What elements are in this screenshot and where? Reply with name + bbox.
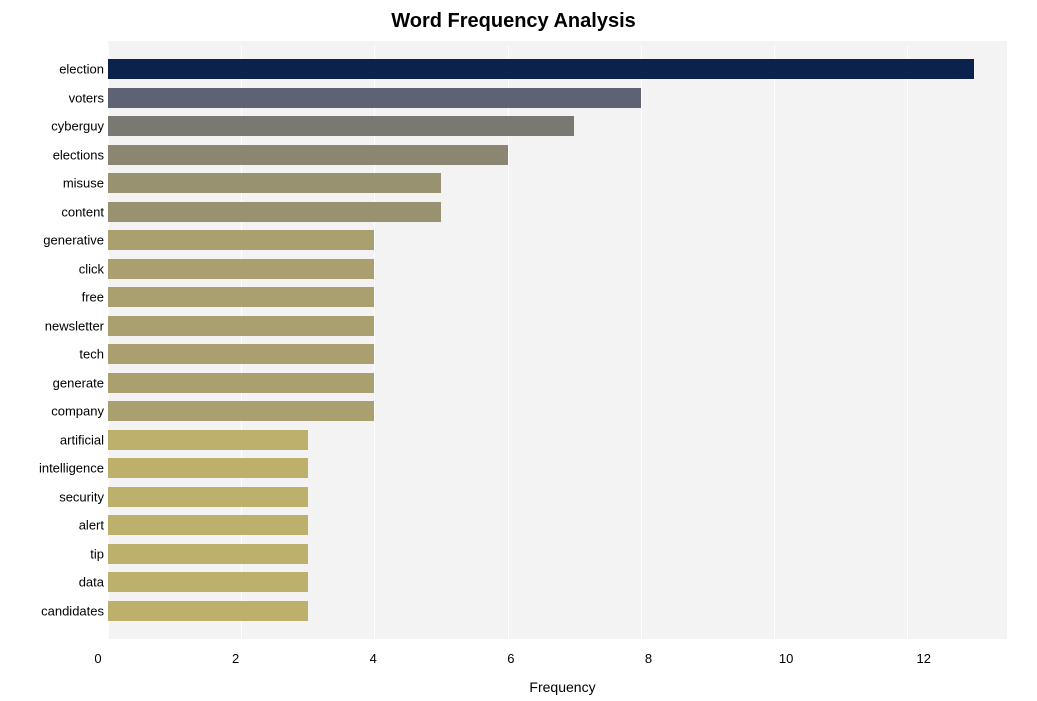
bar <box>108 88 641 108</box>
x-tick-label: 4 <box>370 651 377 666</box>
x-axis: Frequency 024681012 <box>98 651 1027 691</box>
bar <box>108 316 374 336</box>
y-tick-label: generative <box>43 233 104 248</box>
bar <box>108 487 308 507</box>
bar <box>108 230 374 250</box>
bar <box>108 59 974 79</box>
y-tick-label: data <box>79 575 104 590</box>
x-tick-label: 0 <box>94 651 101 666</box>
y-tick-label: artificial <box>60 432 104 447</box>
y-tick-label: cyberguy <box>51 119 104 134</box>
bar <box>108 202 441 222</box>
bar <box>108 373 374 393</box>
y-tick-label: click <box>79 261 104 276</box>
y-tick-label: voters <box>69 90 104 105</box>
y-tick-label: security <box>59 489 104 504</box>
bars-layer <box>108 45 1007 645</box>
bar <box>108 259 374 279</box>
bar <box>108 601 308 621</box>
x-tick-label: 6 <box>507 651 514 666</box>
y-tick-label: misuse <box>63 176 104 191</box>
bar <box>108 173 441 193</box>
y-tick-label: elections <box>53 147 104 162</box>
y-axis-labels: election voters cyberguy elections misuse con… <box>10 45 104 645</box>
bar <box>108 515 308 535</box>
x-tick-label: 10 <box>779 651 793 666</box>
chart-container: Word Frequency Analysis election voters cy… <box>0 0 1037 701</box>
bar <box>108 145 508 165</box>
x-tick-label: 12 <box>917 651 931 666</box>
bar <box>108 116 574 136</box>
bar <box>108 430 308 450</box>
bar <box>108 287 374 307</box>
x-tick-label: 8 <box>645 651 652 666</box>
chart-title: Word Frequency Analysis <box>10 10 1017 33</box>
y-tick-label: free <box>82 290 104 305</box>
bar <box>108 544 308 564</box>
y-tick-label: election <box>59 62 104 77</box>
y-tick-label: company <box>51 404 104 419</box>
plot-area: electionvoterscyberguyelectionsmisusecon… <box>108 45 1007 645</box>
y-tick-label: tech <box>79 347 104 362</box>
y-tick-label: tip <box>90 546 104 561</box>
y-tick-label: intelligence <box>39 461 104 476</box>
bar <box>108 401 374 421</box>
y-tick-label: candidates <box>41 603 104 618</box>
y-tick-label: generate <box>53 375 104 390</box>
x-tick-label: 2 <box>232 651 239 666</box>
x-axis-label: Frequency <box>529 679 595 695</box>
bar <box>108 572 308 592</box>
y-tick-label: content <box>61 204 104 219</box>
y-tick-label: alert <box>79 518 104 533</box>
y-tick-label: newsletter <box>45 318 104 333</box>
bar <box>108 458 308 478</box>
bar <box>108 344 374 364</box>
